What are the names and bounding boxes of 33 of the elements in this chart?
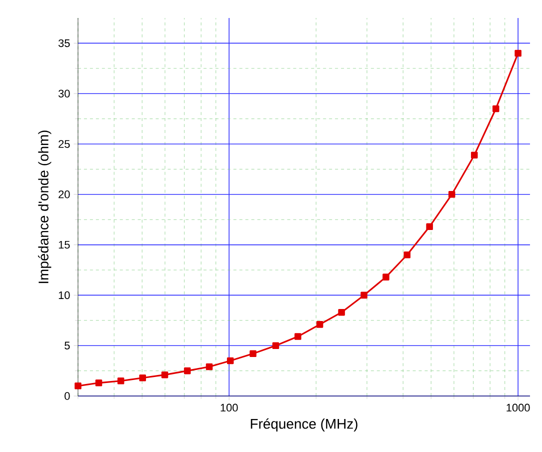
point <box>272 342 280 349</box>
point <box>117 377 124 384</box>
point <box>338 308 345 316</box>
point <box>139 374 146 382</box>
point <box>184 367 191 374</box>
point <box>448 191 456 198</box>
y-tick-label: 0 <box>64 392 70 400</box>
point <box>404 251 410 258</box>
y-tick-label: 20 <box>58 190 70 198</box>
point <box>74 382 82 390</box>
y-tick-label: 15 <box>58 240 70 249</box>
y-tick-label: 35 <box>58 39 70 48</box>
y-tick-label: 10 <box>58 291 70 300</box>
point <box>95 380 102 386</box>
y-tick-label: 25 <box>58 140 70 148</box>
point <box>492 105 500 112</box>
y-tick-label: 30 <box>58 90 70 98</box>
point <box>206 363 213 370</box>
point <box>514 50 522 57</box>
y-tick-label: 5 <box>64 342 70 350</box>
x-tick-label: 100 <box>220 404 238 412</box>
point <box>382 274 390 280</box>
point <box>161 371 168 378</box>
point <box>470 152 478 158</box>
x-axis-title: Fréquence (MHz) <box>250 418 358 432</box>
y-axis-title: Impédance d'onde (ohm) <box>38 130 52 284</box>
point <box>226 357 234 364</box>
point <box>316 321 324 328</box>
point <box>426 223 433 230</box>
point <box>250 350 256 358</box>
x-tick-label: 1000 <box>506 404 530 412</box>
point <box>360 292 368 299</box>
point <box>294 333 302 340</box>
